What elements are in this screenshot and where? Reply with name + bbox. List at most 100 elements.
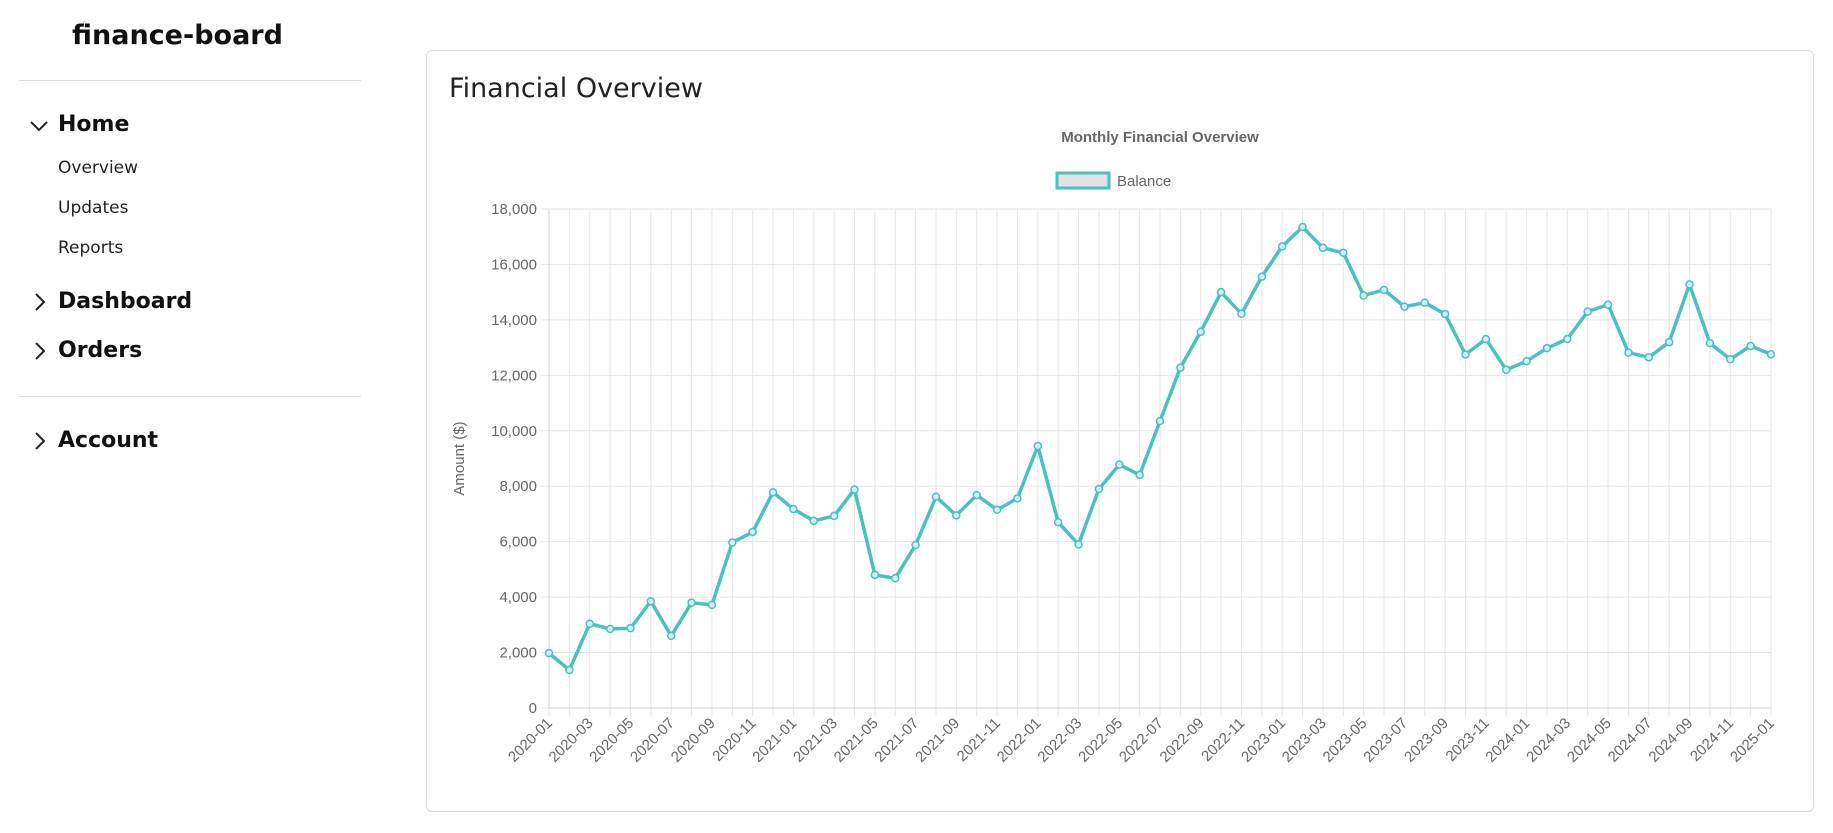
sidebar-group-home[interactable]: Home (28, 112, 129, 137)
y-tick-label: 8,000 (499, 478, 537, 495)
sidebar-group-orders[interactable]: Orders (28, 338, 142, 363)
balance-data-point (1461, 350, 1470, 359)
balance-data-point (1746, 341, 1755, 351)
y-tick-label: 14,000 (491, 312, 537, 329)
balance-data-point (1237, 309, 1246, 319)
chevron-right-icon (28, 430, 50, 452)
balance-data-point (890, 574, 900, 583)
balance-data-point (1664, 337, 1674, 347)
balance-data-point (1033, 441, 1043, 451)
x-tick-label: 2020-09 (668, 715, 719, 766)
balance-data-point (1094, 484, 1104, 494)
x-tick-label: 2024-03 (1523, 715, 1574, 766)
balance-data-point (666, 631, 676, 641)
balance-data-point (1766, 350, 1776, 359)
sidebar-group-dashboard[interactable]: Dashboard (28, 289, 192, 314)
balance-data-point (1400, 302, 1409, 311)
balance-data-point (1705, 338, 1715, 348)
x-tick-label: 2023-07 (1360, 715, 1411, 766)
balance-data-point (1053, 518, 1063, 527)
balance-data-point (748, 527, 757, 537)
balance-data-point (1216, 287, 1226, 297)
balance-data-point (1379, 285, 1389, 295)
balance-data-point (1726, 355, 1735, 364)
x-tick-label: 2021-09 (912, 715, 963, 766)
balance-data-point (911, 540, 920, 550)
balance-data-point (1339, 248, 1348, 258)
balance-data-point (1501, 365, 1511, 375)
legend-swatch (1055, 171, 1111, 190)
sidebar-divider (19, 396, 361, 397)
x-tick-label: 2020-03 (546, 715, 597, 766)
y-tick-label: 4,000 (499, 589, 537, 606)
x-tick-label: 2023-09 (1401, 715, 1452, 766)
balance-data-point (728, 538, 737, 547)
x-tick-label: 2023-03 (1279, 715, 1330, 766)
x-tick-label: 2022-07 (1116, 715, 1167, 766)
balance-data-point (1277, 242, 1287, 251)
financial-overview-card: Financial Overview Monthly Financial Ove… (426, 50, 1814, 812)
x-tick-label: 2021-01 (749, 715, 800, 766)
balance-data-point (1359, 291, 1368, 300)
legend-label: Balance (1117, 173, 1171, 190)
x-tick-label: 2024-09 (1645, 715, 1696, 766)
card-title: Financial Overview (449, 73, 703, 104)
balance-line-chart: Monthly Financial Overview Balance 0 2,000 4… (451, 129, 1778, 766)
x-tick-label: 2020-05 (586, 715, 637, 766)
balance-data-point (1563, 334, 1572, 344)
balance-data-point (1603, 300, 1613, 309)
balance-data-point (605, 624, 615, 634)
y-tick-label: 0 (529, 700, 537, 717)
balance-data-point (1685, 280, 1694, 289)
x-tick-label: 2021-07 (871, 715, 922, 766)
balance-data-point (952, 511, 961, 520)
sidebar-group-orders-label: Orders (58, 338, 143, 363)
balance-data-point (1155, 416, 1165, 426)
balance-data-point (544, 648, 554, 658)
x-tick-label: 2021-03 (790, 715, 841, 766)
sidebar-group-home-label: Home (58, 112, 130, 137)
sidebar-item-overview[interactable]: Overview (58, 158, 139, 178)
x-tick-label: 2022-03 (1034, 715, 1085, 766)
y-axis-label: Amount ($) (451, 421, 468, 495)
balance-data-point (972, 490, 981, 500)
balance-data-point (1298, 222, 1307, 232)
x-tick-label: 2020-01 (505, 715, 556, 766)
balance-data-point (809, 516, 819, 526)
balance-data-point (1257, 272, 1267, 281)
balance-data-point (1644, 353, 1654, 362)
x-tick-label: 2021-05 (831, 715, 882, 766)
balance-data-point (646, 597, 656, 606)
balance-data-point (1115, 460, 1124, 469)
balance-data-point (1440, 309, 1450, 319)
chevron-right-icon (28, 291, 50, 313)
brand-logo[interactable]: finance-board (72, 20, 283, 51)
sidebar-item-updates[interactable]: Updates (58, 198, 129, 218)
chart-title: Monthly Financial Overview (1061, 129, 1259, 146)
balance-data-point (1583, 307, 1592, 316)
balance-data-point (707, 600, 717, 610)
sidebar-item-reports[interactable]: Reports (58, 238, 124, 258)
x-tick-label: 2024-05 (1564, 715, 1615, 766)
balance-data-point (1522, 356, 1531, 366)
y-tick-label: 10,000 (491, 423, 537, 440)
balance-data-point (992, 505, 1002, 515)
balance-data-point (1176, 363, 1185, 372)
x-tick-label: 2022-05 (1075, 715, 1126, 766)
y-tick-label: 2,000 (499, 645, 537, 662)
balance-data-point (1318, 243, 1328, 253)
x-tick-label: 2023-05 (1320, 715, 1371, 766)
balance-data-point (850, 485, 859, 494)
x-tick-label: 2022-01 (994, 715, 1045, 766)
balance-data-point (626, 623, 635, 633)
balance-data-point (1196, 327, 1205, 337)
balance-data-point (1624, 348, 1633, 357)
y-tick-label: 18,000 (491, 201, 537, 218)
chevron-right-icon (28, 340, 50, 362)
balance-data-point (565, 665, 574, 675)
balance-data-point (870, 570, 880, 580)
x-tick-label: 2022-09 (1157, 715, 1208, 766)
sidebar-group-dashboard-label: Dashboard (58, 289, 193, 314)
sidebar-group-account[interactable]: Account (28, 428, 158, 453)
x-tick-label: 2024-07 (1605, 715, 1656, 766)
